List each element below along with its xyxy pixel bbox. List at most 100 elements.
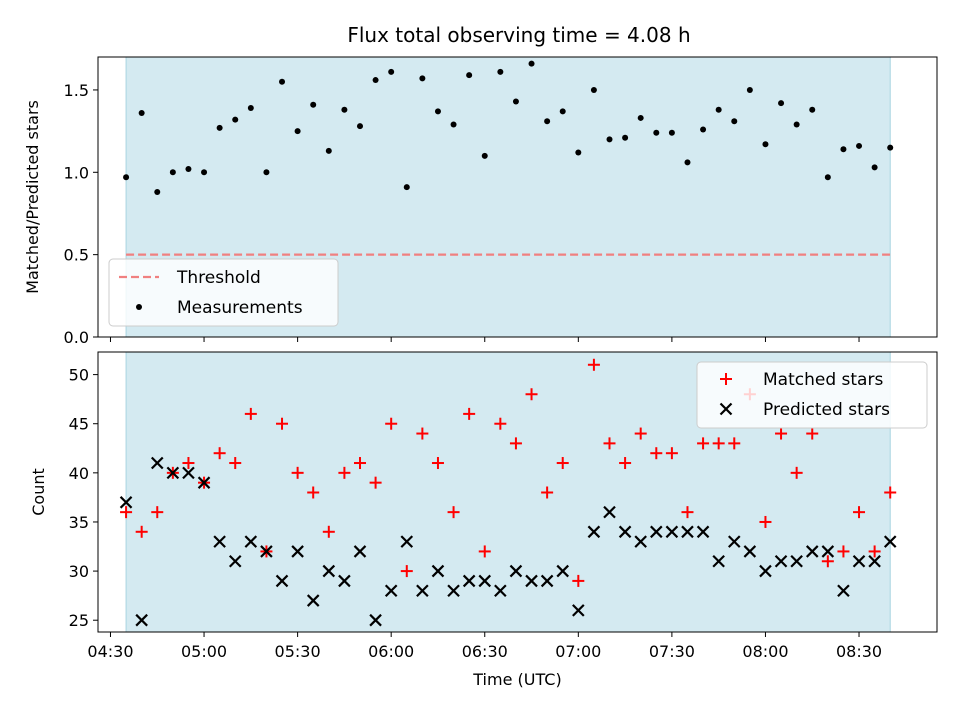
predicted-point xyxy=(634,535,647,548)
predicted-point xyxy=(618,525,632,539)
x-axis-label: Time (UTC) xyxy=(472,670,561,689)
legend-measurement-swatch xyxy=(136,304,142,310)
predicted-point xyxy=(306,594,320,607)
measurement-point xyxy=(497,68,504,75)
matched-point xyxy=(806,427,819,440)
measurement-point xyxy=(528,60,535,67)
legend-predicted-label: Predicted stars xyxy=(763,400,890,420)
predicted-point xyxy=(572,604,585,617)
matched-point xyxy=(712,437,725,450)
measurement-point xyxy=(310,101,317,108)
matched-point xyxy=(291,466,304,479)
measurement-point xyxy=(325,147,332,154)
y-tick-label: 35 xyxy=(69,513,89,532)
measurement-point xyxy=(887,144,894,151)
legend-threshold-label: Threshold xyxy=(176,268,261,288)
measurement-point xyxy=(871,164,878,171)
ratio-panel: 0.0 0.5 1.0 1.5 Matched/Predicted stars Thres… xyxy=(23,56,938,347)
measurement-point xyxy=(856,142,863,149)
measurement-point xyxy=(731,118,738,125)
y-tick-label: 0.5 xyxy=(64,246,89,265)
predicted-point xyxy=(447,584,460,598)
predicted-point xyxy=(883,535,897,548)
measurement-point xyxy=(216,124,223,131)
matched-point xyxy=(369,476,382,489)
y-tick-label: 45 xyxy=(69,415,89,434)
x-tick-label: 06:00 xyxy=(368,642,414,661)
predicted-point xyxy=(182,466,195,480)
legend-matched-label: Matched stars xyxy=(763,370,883,390)
measurement-point xyxy=(778,100,785,107)
predicted-point xyxy=(837,584,850,598)
predicted-point xyxy=(228,554,242,568)
matched-point xyxy=(416,427,429,440)
predicted-point xyxy=(556,564,570,578)
measurement-point xyxy=(622,134,629,141)
measurement-point xyxy=(668,129,675,136)
predicted-point xyxy=(353,545,367,558)
measurement-point xyxy=(606,136,613,143)
measurement-point xyxy=(450,121,457,128)
predicted-point xyxy=(431,564,445,578)
predicted-point xyxy=(135,613,148,627)
matched-point xyxy=(463,407,476,420)
measurement-point xyxy=(590,86,597,93)
matched-point xyxy=(556,457,569,470)
measurement-point xyxy=(715,106,722,113)
matched-point xyxy=(353,457,366,470)
measurement-point xyxy=(637,114,644,121)
legend-predicted-swatch xyxy=(719,402,733,416)
matched-point xyxy=(494,417,507,430)
measurement-point xyxy=(700,126,707,133)
matched-point xyxy=(868,545,881,558)
matched-point xyxy=(509,437,522,450)
matched-point xyxy=(151,506,164,519)
measurement-point xyxy=(559,108,566,115)
predicted-point xyxy=(868,554,881,568)
matched-point xyxy=(541,486,554,499)
matched-point xyxy=(790,466,803,479)
matched-point xyxy=(431,457,444,470)
predicted-point xyxy=(244,535,258,548)
matched-point xyxy=(120,506,133,519)
measurement-point xyxy=(294,128,301,135)
matched-point xyxy=(400,565,413,578)
plot-frame xyxy=(97,56,938,338)
predicted-point xyxy=(462,574,476,588)
matched-point xyxy=(338,466,351,479)
predicted-point xyxy=(322,564,336,578)
legend-measurement-label: Measurements xyxy=(177,298,303,318)
measurement-point xyxy=(247,105,254,112)
measurement-point xyxy=(201,169,208,176)
predicted-point xyxy=(509,564,523,578)
matched-point xyxy=(697,437,710,450)
matched-point xyxy=(853,506,866,519)
legend: Threshold Measurements xyxy=(108,258,339,327)
measurement-point xyxy=(809,106,816,113)
measurement-point xyxy=(169,169,176,176)
measurement-point xyxy=(419,75,426,82)
measurement-point xyxy=(138,110,145,116)
y-tick-label: 50 xyxy=(69,366,89,385)
predicted-point xyxy=(400,535,414,548)
measurement-point xyxy=(356,123,363,130)
matched-point xyxy=(619,457,632,470)
predicted-point xyxy=(665,525,679,539)
predicted-point xyxy=(696,525,710,539)
y-axis-label: Count xyxy=(29,468,48,516)
matched-point xyxy=(775,427,788,440)
predicted-point xyxy=(384,584,398,598)
x-tick-label: 05:00 xyxy=(181,642,227,661)
matched-point xyxy=(650,447,663,460)
predicted-point xyxy=(743,545,757,558)
matched-point xyxy=(884,486,897,499)
legend-matched-swatch xyxy=(720,373,732,385)
predicted-point xyxy=(759,564,772,578)
measurement-point xyxy=(512,98,519,105)
matched-point xyxy=(182,457,195,470)
predicted-point xyxy=(275,574,289,588)
measurement-point xyxy=(481,152,488,159)
x-tick-label: 07:00 xyxy=(555,642,601,661)
predicted-point xyxy=(119,496,133,509)
chart-title: Flux total observing time = 4.08 h xyxy=(347,23,690,47)
